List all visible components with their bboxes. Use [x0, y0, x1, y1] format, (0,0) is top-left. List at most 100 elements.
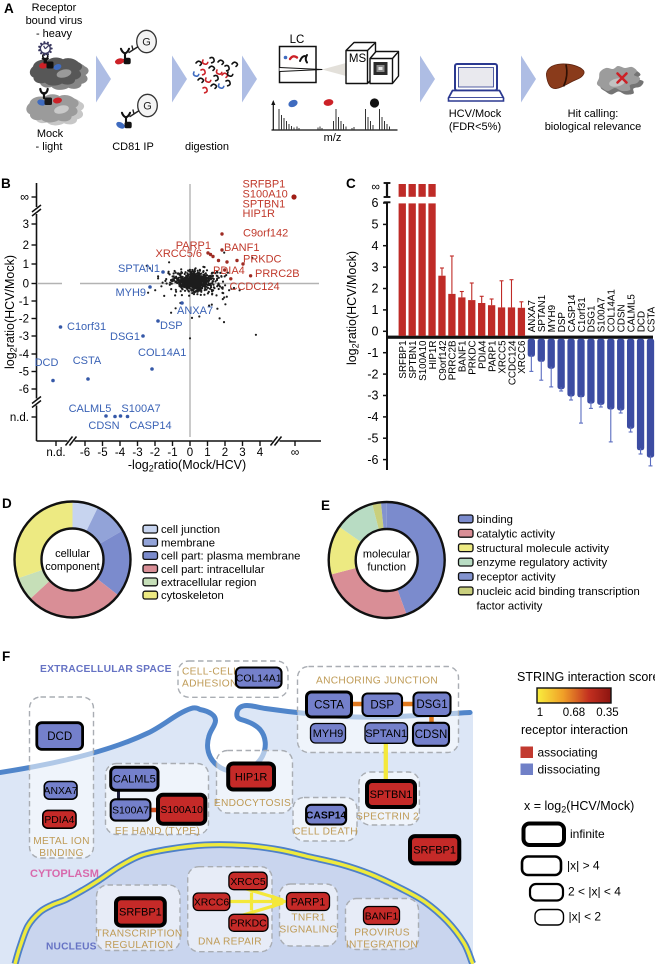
svg-text:0: 0 — [372, 325, 379, 339]
svg-text:EXTRACELLULAR SPACE: EXTRACELLULAR SPACE — [40, 664, 172, 675]
svg-text:0: 0 — [23, 279, 29, 291]
svg-text:∞: ∞ — [20, 190, 29, 204]
svg-text:-6: -6 — [19, 384, 29, 396]
svg-text:extracellular region: extracellular region — [161, 577, 256, 589]
svg-text:binding: binding — [477, 514, 513, 526]
svg-text:-5: -5 — [19, 367, 29, 379]
svg-text:-2: -2 — [19, 314, 29, 326]
svg-text:2 < |x| < 4: 2 < |x| < 4 — [568, 885, 621, 899]
svg-text:PARP1: PARP1 — [487, 341, 498, 372]
svg-text:DSP: DSP — [370, 700, 394, 712]
svg-text:PRKDC: PRKDC — [243, 254, 282, 266]
svg-text:-2: -2 — [367, 367, 378, 381]
svg-text:-3: -3 — [19, 331, 29, 343]
svg-text:CCDC124: CCDC124 — [230, 281, 280, 293]
svg-text:C: C — [346, 176, 356, 191]
svg-text:1: 1 — [372, 303, 379, 317]
svg-text:STRING interaction score: STRING interaction score — [517, 670, 655, 684]
svg-text:-4: -4 — [19, 349, 30, 361]
svg-text:-1: -1 — [167, 447, 177, 459]
svg-text:COL14A1: COL14A1 — [607, 289, 618, 332]
svg-text:HIP1R: HIP1R — [243, 208, 275, 220]
svg-text:MYH9: MYH9 — [547, 305, 558, 332]
svg-text:receptor interaction: receptor interaction — [521, 723, 628, 737]
svg-text:ANXA7: ANXA7 — [44, 786, 78, 797]
svg-text:-1: -1 — [367, 346, 378, 360]
svg-text:DSG1: DSG1 — [416, 699, 447, 711]
svg-text:n.d.: n.d. — [10, 412, 29, 424]
svg-text:associating: associating — [538, 746, 598, 760]
svg-text:S100A10: S100A10 — [243, 189, 288, 201]
svg-text:CD81 IP: CD81 IP — [112, 141, 154, 153]
svg-text:receptor activity: receptor activity — [477, 572, 556, 584]
svg-text:biological relevance: biological relevance — [545, 121, 642, 133]
svg-text:-5: -5 — [97, 447, 107, 459]
svg-text:factor activity: factor activity — [477, 601, 543, 613]
svg-text:HIP1R: HIP1R — [428, 341, 439, 370]
svg-text:PRKDC: PRKDC — [468, 340, 479, 374]
svg-text:E: E — [321, 498, 330, 513]
svg-text:A: A — [4, 1, 14, 16]
svg-text:cytoskeleton: cytoskeleton — [161, 590, 224, 602]
svg-text:TNFR1: TNFR1 — [291, 913, 325, 924]
svg-text:3: 3 — [372, 260, 379, 274]
svg-text:dissociating: dissociating — [538, 763, 601, 777]
svg-text:HIP1R: HIP1R — [235, 771, 267, 783]
svg-text:CELL DEATH: CELL DEATH — [293, 827, 358, 838]
svg-text:-3: -3 — [132, 447, 142, 459]
svg-text:DSP: DSP — [557, 312, 568, 333]
svg-text:EF HAND (TYPE): EF HAND (TYPE) — [115, 826, 200, 837]
svg-text:CALML5: CALML5 — [626, 294, 637, 333]
svg-text:SPTAN1: SPTAN1 — [537, 295, 548, 332]
svg-text:∞: ∞ — [371, 180, 380, 194]
svg-text:CALML5: CALML5 — [113, 774, 156, 786]
svg-text:G: G — [143, 100, 152, 112]
svg-text:PDIA4: PDIA4 — [477, 340, 488, 369]
svg-text:PARP1: PARP1 — [291, 896, 326, 908]
svg-text:CSTA: CSTA — [73, 355, 102, 367]
svg-text:SRFBP1: SRFBP1 — [119, 907, 162, 919]
svg-text:C9orf142: C9orf142 — [438, 340, 449, 380]
svg-text:SRFBP1: SRFBP1 — [243, 179, 286, 191]
svg-text:BANF1: BANF1 — [224, 242, 259, 254]
svg-text:DCD: DCD — [35, 357, 59, 369]
svg-text:SPTBN1: SPTBN1 — [243, 199, 286, 211]
svg-text:DCD: DCD — [636, 311, 647, 332]
svg-text:SPTAN1: SPTAN1 — [365, 728, 407, 740]
svg-text:component: component — [45, 561, 99, 573]
svg-text:1: 1 — [537, 707, 543, 719]
svg-text:G: G — [142, 36, 151, 48]
svg-text:-4: -4 — [115, 447, 126, 459]
svg-text:4: 4 — [372, 239, 379, 253]
svg-text:S100A10: S100A10 — [418, 340, 429, 381]
svg-text:D: D — [2, 496, 12, 511]
svg-text:MYH9: MYH9 — [313, 728, 344, 740]
svg-text:3: 3 — [239, 447, 245, 459]
svg-text:|x| > 4: |x| > 4 — [567, 859, 600, 873]
svg-text:CELL-CELL: CELL-CELL — [182, 667, 239, 678]
svg-text:BINDING: BINDING — [39, 848, 84, 859]
svg-text:CDSN: CDSN — [617, 304, 628, 332]
svg-text:SIGNALING: SIGNALING — [279, 925, 337, 936]
svg-text:CDSN: CDSN — [415, 729, 448, 741]
svg-text:3: 3 — [23, 219, 29, 231]
svg-text:PDIA4: PDIA4 — [213, 265, 245, 277]
svg-text:m/z: m/z — [324, 132, 342, 144]
svg-text:-log2ratio(Mock/HCV): -log2ratio(Mock/HCV) — [128, 458, 246, 474]
svg-text:2: 2 — [372, 282, 379, 296]
svg-text:cell part: plasma membrane: cell part: plasma membrane — [161, 551, 300, 563]
svg-text:0.68: 0.68 — [563, 707, 585, 719]
svg-text:C1orf31: C1orf31 — [67, 321, 106, 333]
svg-text:-1: -1 — [19, 296, 29, 308]
svg-text:log2ratio(HCV/Mock): log2ratio(HCV/Mock) — [3, 255, 19, 369]
svg-text:MYH9: MYH9 — [115, 287, 146, 299]
svg-text:CALML5: CALML5 — [69, 403, 112, 415]
svg-text:infinite: infinite — [570, 827, 605, 841]
svg-text:ANXA7: ANXA7 — [177, 305, 213, 317]
svg-text:DSG1: DSG1 — [110, 331, 140, 343]
svg-text:SPTBN1: SPTBN1 — [408, 340, 419, 378]
svg-text:DCD: DCD — [47, 731, 72, 743]
svg-text:XRCC6: XRCC6 — [517, 340, 528, 374]
svg-text:COL14A1: COL14A1 — [138, 347, 186, 359]
svg-text:METAL ION: METAL ION — [33, 836, 89, 847]
